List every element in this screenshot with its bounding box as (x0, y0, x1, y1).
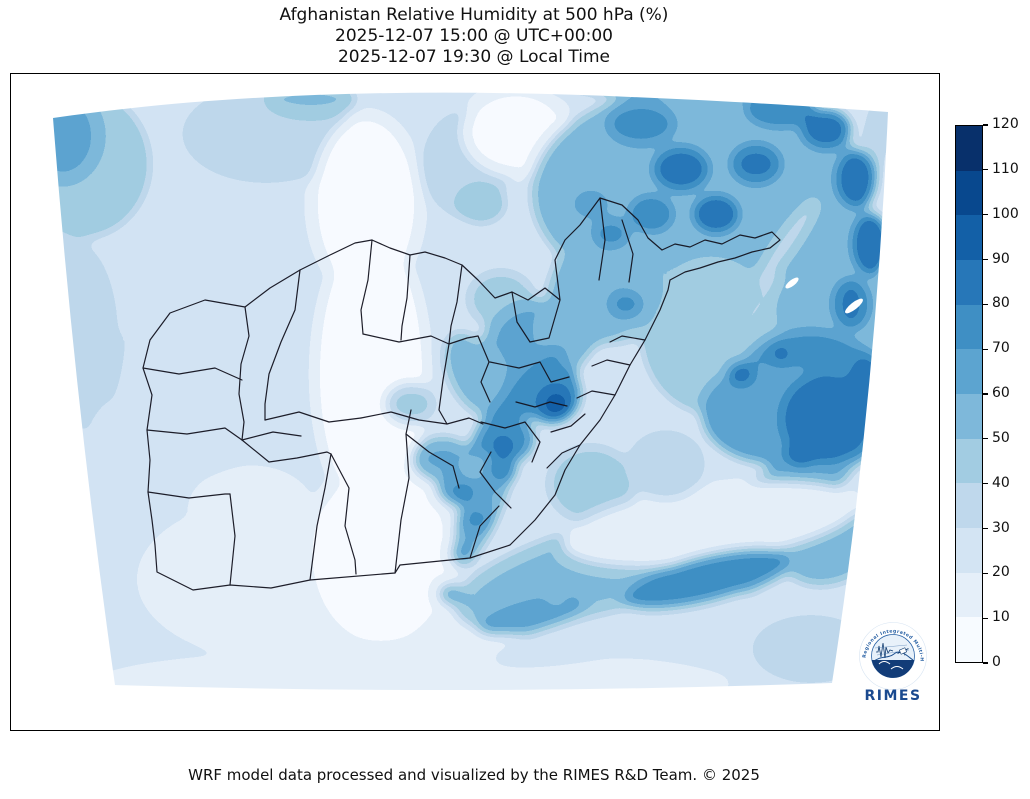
map-axes: Regional Integrated Multi-Hazard Early W… (10, 73, 940, 731)
colorbar-segment (956, 126, 982, 171)
country-outline (142, 197, 781, 591)
colorbar-tick-label: 90 (992, 250, 1010, 267)
province-boundaries (142, 197, 781, 591)
colorbar-tick (983, 438, 988, 440)
colorbar-tick-label: 80 (992, 295, 1010, 312)
colorbar-tick-label: 100 (992, 205, 1019, 222)
rimes-logo-name: RIMES (864, 688, 921, 704)
colorbar-segment (956, 483, 982, 529)
colorbar-segment (956, 260, 982, 305)
colorbar-tick-label: 70 (992, 340, 1010, 357)
white-void-marks (785, 277, 863, 314)
colorbar-tick (983, 527, 988, 530)
colorbar-tick (983, 258, 988, 261)
colorbar-segment (956, 438, 982, 484)
colorbar-segment (956, 349, 982, 395)
colorbar-segment (956, 572, 982, 618)
colorbar-segment (956, 394, 982, 439)
colorbar-tick-label: 50 (992, 429, 1010, 446)
title-line-1: Afghanistan Relative Humidity at 500 hPa… (279, 5, 669, 25)
colorbar-segment (956, 528, 982, 573)
colorbar-tick (983, 169, 988, 171)
contour-fill-field (53, 92, 888, 691)
mountain-icon (872, 651, 914, 663)
title-line-2: 2025-12-07 15:00 @ UTC+00:00 (335, 26, 613, 46)
colorbar-tick-label: 110 (992, 160, 1019, 177)
humidity-contour-map: Regional Integrated Multi-Hazard Early W… (53, 92, 927, 704)
colorbar: 0 10 20 30 40 50 60 70 80 90 100 110 120 (955, 116, 1019, 670)
colorbar-segment (956, 215, 982, 261)
rimes-logo-emblem (871, 634, 915, 678)
colorbar-gradient (955, 125, 983, 663)
colorbar-segment (956, 304, 982, 350)
colorbar-segment (956, 617, 982, 663)
colorbar-tick-label: 20 (992, 564, 1010, 581)
colorbar-tick-label: 40 (992, 474, 1010, 491)
colorbar-tick-label: 120 (992, 116, 1019, 132)
colorbar-tick (983, 393, 988, 395)
colorbar-tick (983, 617, 988, 619)
colorbar-tick-label: 0 (992, 654, 1001, 670)
satellite-icon (897, 647, 909, 656)
colorbar-tick-label: 30 (992, 519, 1010, 536)
colorbar-tick (983, 483, 988, 485)
ocean-wave-icon (871, 660, 915, 678)
colorbar-tick (983, 303, 988, 305)
plot-title: Afghanistan Relative Humidity at 500 hPa… (10, 5, 938, 68)
rimes-logo: Regional Integrated Multi-Hazard Early W… (859, 622, 927, 704)
colorbar-segment (956, 170, 982, 216)
colorbar-tick (983, 348, 988, 350)
colorbar-tick (983, 214, 988, 216)
credit-text: WRF model data processed and visualized … (188, 766, 760, 784)
seismograph-icon (876, 642, 894, 659)
colorbar-tick (983, 662, 988, 664)
colorbar-tick-label: 10 (992, 609, 1010, 626)
colorbar-tick (983, 124, 988, 126)
colorbar-tick (983, 572, 988, 574)
title-line-3: 2025-12-07 19:30 @ Local Time (337, 47, 611, 67)
colorbar-tick-label: 60 (992, 385, 1010, 401)
